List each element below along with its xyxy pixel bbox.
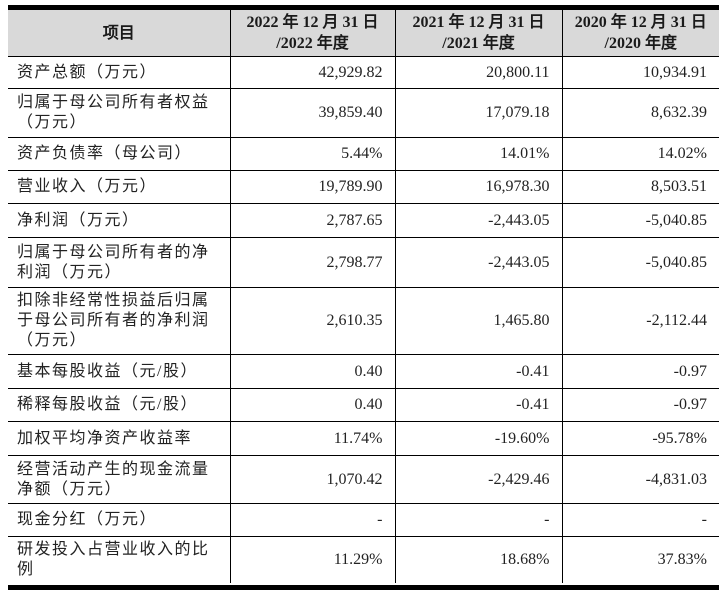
financial-summary-table-container: 项目 2022 年 12 月 31 日/2022 年度 2021 年 12 月 … (8, 5, 719, 590)
table-row: 净利润（万元） 2,787.65 -2,443.05 -5,040.85 (8, 203, 719, 238)
table-row: 基本每股收益（元/股） 0.40 -0.41 -0.97 (8, 354, 719, 389)
table-bottom-rule (8, 584, 719, 590)
cell-2021: -19.60% (394, 421, 563, 456)
cell-2020: 14.02% (561, 137, 719, 171)
cell-2021: 1,465.80 (394, 287, 563, 355)
row-label: 资产总额（万元） (8, 56, 231, 89)
cell-2022: 19,789.90 (229, 170, 396, 204)
cell-2020: -95.78% (561, 421, 719, 456)
header-2021-line1: 2021 年 12 月 31 日 (412, 14, 545, 31)
row-label: 加权平均净资产收益率 (8, 421, 231, 456)
cell-2020: 8,503.51 (561, 170, 719, 204)
cell-2022: 2,798.77 (229, 237, 396, 288)
cell-2020: 10,934.91 (561, 56, 719, 89)
cell-2022: 42,929.82 (229, 56, 396, 89)
table-row: 加权平均净资产收益率 11.74% -19.60% -95.78% (8, 421, 719, 456)
table-row: 资产负债率（母公司） 5.44% 14.01% 14.02% (8, 137, 719, 171)
table-row: 归属于母公司所有者的净利润（万元） 2,798.77 -2,443.05 -5,040… (8, 237, 719, 288)
row-label: 经营活动产生的现金流量净额（万元） (8, 455, 231, 504)
cell-2021: -2,443.05 (394, 203, 563, 238)
table-top-rule (8, 5, 719, 10)
header-item: 项目 (8, 10, 231, 57)
row-label: 归属于母公司所有者的净利润（万元） (8, 237, 231, 288)
cell-2022: 5.44% (229, 137, 396, 171)
cell-2022: 11.74% (229, 421, 396, 456)
table-row: 研发投入占营业收入的比例 11.29% 18.68% 37.83% (8, 536, 719, 583)
row-label: 资产负债率（母公司） (8, 137, 231, 171)
row-label: 稀释每股收益（元/股） (8, 388, 231, 422)
row-label: 现金分红（万元） (8, 503, 231, 537)
cell-2020: -5,040.85 (561, 237, 719, 288)
cell-2020: -4,831.03 (561, 455, 719, 504)
cell-2021: 14.01% (394, 137, 563, 171)
cell-2022: 11.29% (229, 536, 396, 583)
header-2022-line1: 2022 年 12 月 31 日 (246, 14, 379, 31)
header-2022-line2: /2022 年度 (276, 35, 349, 52)
row-label: 归属于母公司所有者权益（万元） (8, 88, 231, 138)
table-row: 现金分红（万元） - - - (8, 503, 719, 537)
cell-2022: 39,859.40 (229, 88, 396, 138)
cell-2020: - (561, 503, 719, 537)
row-label: 研发投入占营业收入的比例 (8, 536, 231, 583)
cell-2022: 1,070.42 (229, 455, 396, 504)
cell-2022: - (229, 503, 396, 537)
table-header-row: 项目 2022 年 12 月 31 日/2022 年度 2021 年 12 月 … (8, 10, 719, 57)
cell-2022: 2,610.35 (229, 287, 396, 355)
table-row: 经营活动产生的现金流量净额（万元） 1,070.42 -2,429.46 -4,831… (8, 455, 719, 504)
header-2020-line1: 2020 年 12 月 31 日 (574, 14, 707, 31)
row-label: 营业收入（万元） (8, 170, 231, 204)
cell-2020: -0.97 (561, 354, 719, 389)
cell-2021: -0.41 (394, 388, 563, 422)
header-2021-line2: /2021 年度 (442, 35, 515, 52)
cell-2020: 8,632.39 (561, 88, 719, 138)
table-row: 营业收入（万元） 19,789.90 16,978.30 8,503.51 (8, 170, 719, 204)
header-2020-line2: /2020 年度 (604, 35, 677, 52)
cell-2021: 16,978.30 (394, 170, 563, 204)
cell-2021: 20,800.11 (394, 56, 563, 89)
cell-2021: -2,429.46 (394, 455, 563, 504)
cell-2020: -5,040.85 (561, 203, 719, 238)
table-row: 归属于母公司所有者权益（万元） 39,859.40 17,079.18 8,632.3… (8, 88, 719, 138)
cell-2022: 0.40 (229, 388, 396, 422)
header-2021: 2021 年 12 月 31 日/2021 年度 (394, 10, 563, 57)
header-item-label: 项目 (102, 24, 135, 42)
table-row: 稀释每股收益（元/股） 0.40 -0.41 -0.97 (8, 388, 719, 422)
cell-2021: 18.68% (394, 536, 563, 583)
cell-2021: 17,079.18 (394, 88, 563, 138)
cell-2020: -2,112.44 (561, 287, 719, 355)
cell-2020: 37.83% (561, 536, 719, 583)
header-2022: 2022 年 12 月 31 日/2022 年度 (229, 10, 396, 57)
row-label: 扣除非经常性损益后归属于母公司所有者的净利润（万元） (8, 287, 231, 355)
header-2020: 2020 年 12 月 31 日/2020 年度 (561, 10, 719, 57)
financial-summary-table: 项目 2022 年 12 月 31 日/2022 年度 2021 年 12 月 … (8, 10, 719, 583)
cell-2022: 2,787.65 (229, 203, 396, 238)
cell-2020: -0.97 (561, 388, 719, 422)
row-label: 净利润（万元） (8, 203, 231, 238)
table-row: 资产总额（万元） 42,929.82 20,800.11 10,934.91 (8, 56, 719, 89)
cell-2021: - (394, 503, 563, 537)
row-label: 基本每股收益（元/股） (8, 354, 231, 389)
table-row: 扣除非经常性损益后归属于母公司所有者的净利润（万元） 2,610.35 1,465.… (8, 287, 719, 355)
cell-2022: 0.40 (229, 354, 396, 389)
cell-2021: -0.41 (394, 354, 563, 389)
cell-2021: -2,443.05 (394, 237, 563, 288)
